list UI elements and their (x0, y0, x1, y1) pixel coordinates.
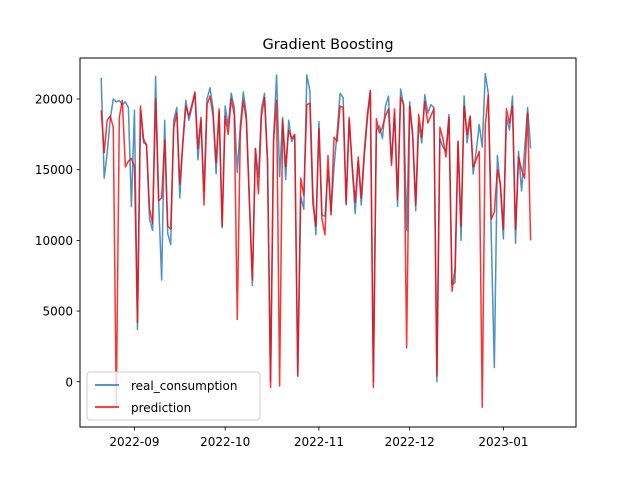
x-tick-label: 2022-12 (385, 435, 435, 449)
legend: real_consumption prediction (86, 371, 261, 421)
chart-title: Gradient Boosting (262, 37, 393, 53)
axes: 0 5000 10000 15000 20000 2022-09 2022-10 2022-1… (35, 57, 577, 449)
x-tick-label: 2022-09 (109, 435, 159, 449)
y-tick-label: 15000 (35, 163, 73, 177)
legend-frame (86, 371, 261, 421)
legend-label-real-consumption: real_consumption (131, 379, 237, 393)
series-line-prediction (100, 89, 532, 408)
axes-frame (79, 57, 577, 428)
y-tick-label: 10000 (35, 234, 73, 248)
y-tick-label: 5000 (42, 305, 73, 319)
x-tick-label: 2023-01 (478, 435, 528, 449)
x-tick-label: 2022-11 (294, 435, 344, 449)
x-tick-label: 2022-10 (200, 435, 250, 449)
y-tick-label: 0 (65, 375, 73, 389)
legend-label-prediction: prediction (131, 401, 191, 415)
y-tick-label: 20000 (35, 93, 73, 107)
plot-area (100, 72, 532, 408)
